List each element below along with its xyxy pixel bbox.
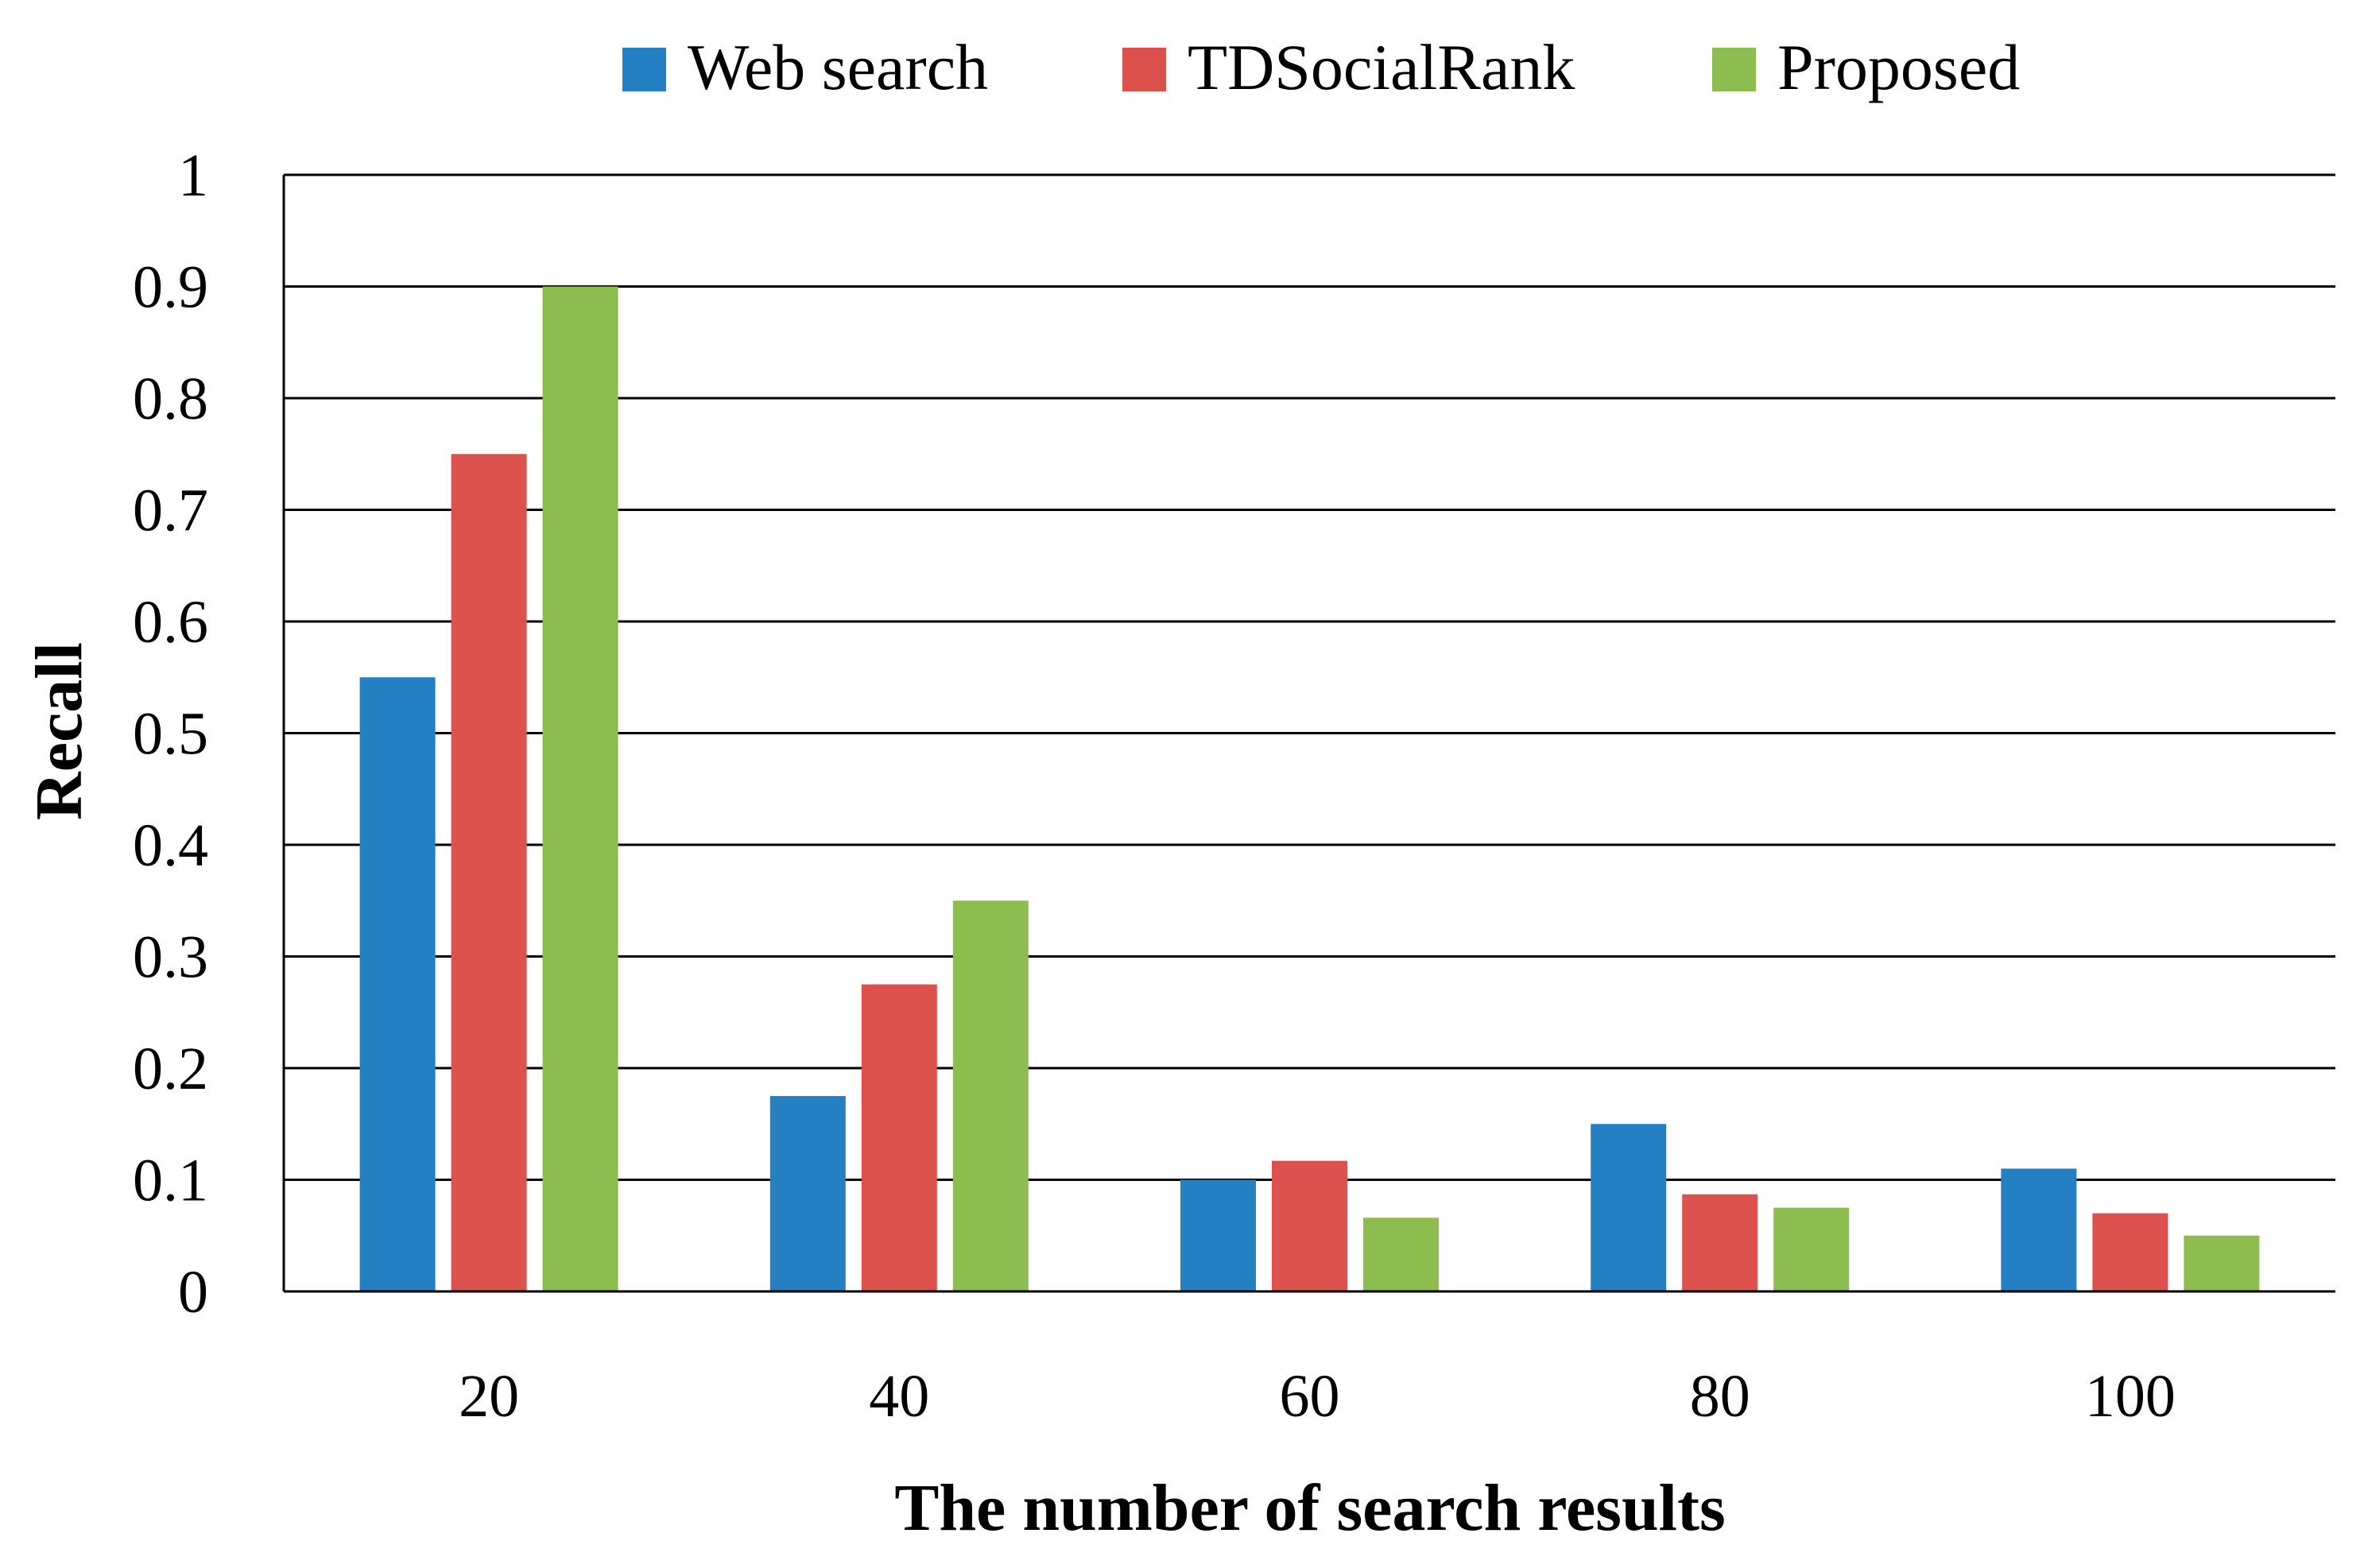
bar <box>451 454 527 1291</box>
bar <box>769 1096 846 1291</box>
bar <box>861 984 937 1291</box>
x-tick-label: 80 <box>1690 1363 1750 1430</box>
y-axis-title: Recall <box>22 642 96 820</box>
y-tick-label: 1 <box>178 142 208 209</box>
bar <box>359 677 436 1291</box>
bars <box>359 286 2260 1291</box>
bar <box>1591 1124 1667 1291</box>
bar <box>1773 1207 1850 1291</box>
bar <box>2001 1168 2077 1291</box>
x-tick-label: 100 <box>2085 1363 2176 1430</box>
bar <box>1363 1218 1439 1291</box>
bar <box>542 286 618 1291</box>
bar <box>1180 1179 1256 1291</box>
x-axis-title: The number of search results <box>894 1471 1725 1545</box>
y-tick-label: 0.3 <box>133 924 208 991</box>
bar <box>1682 1194 1758 1291</box>
x-tick-label: 60 <box>1280 1363 1340 1430</box>
legend-swatch <box>1122 48 1166 91</box>
bar <box>2092 1213 2168 1291</box>
legend-swatch <box>622 48 666 91</box>
x-tick-label: 20 <box>459 1363 519 1430</box>
axes <box>282 175 2335 1293</box>
legend-label: TDSocialRank <box>1188 31 1575 103</box>
y-tick-label: 0.4 <box>133 812 208 879</box>
bar <box>2184 1235 2260 1291</box>
bar <box>952 900 1029 1291</box>
x-tick-label: 40 <box>869 1363 929 1430</box>
gridlines <box>284 173 2335 1181</box>
legend-label: Proposed <box>1777 31 2020 103</box>
x-tick-labels: 20 40 60 80 100 <box>459 1363 2176 1430</box>
legend: Web search TDSocialRank Proposed <box>622 31 2020 103</box>
y-tick-label: 0.5 <box>133 701 208 768</box>
y-tick-label: 0.8 <box>133 366 208 432</box>
y-tick-label: 0.6 <box>133 589 208 656</box>
y-tick-label: 0.9 <box>133 254 208 321</box>
y-tick-label: 0.7 <box>133 478 208 544</box>
y-tick-label: 0.1 <box>133 1148 208 1214</box>
y-tick-labels: 0 0.1 0.2 0.3 0.4 0.5 0.6 0.7 0.8 0.9 1 <box>133 142 208 1326</box>
y-tick-label: 0.2 <box>133 1036 208 1102</box>
legend-label: Web search <box>688 31 988 103</box>
bar <box>1272 1160 1347 1291</box>
y-tick-label: 0 <box>178 1259 208 1326</box>
legend-swatch <box>1712 48 1756 91</box>
